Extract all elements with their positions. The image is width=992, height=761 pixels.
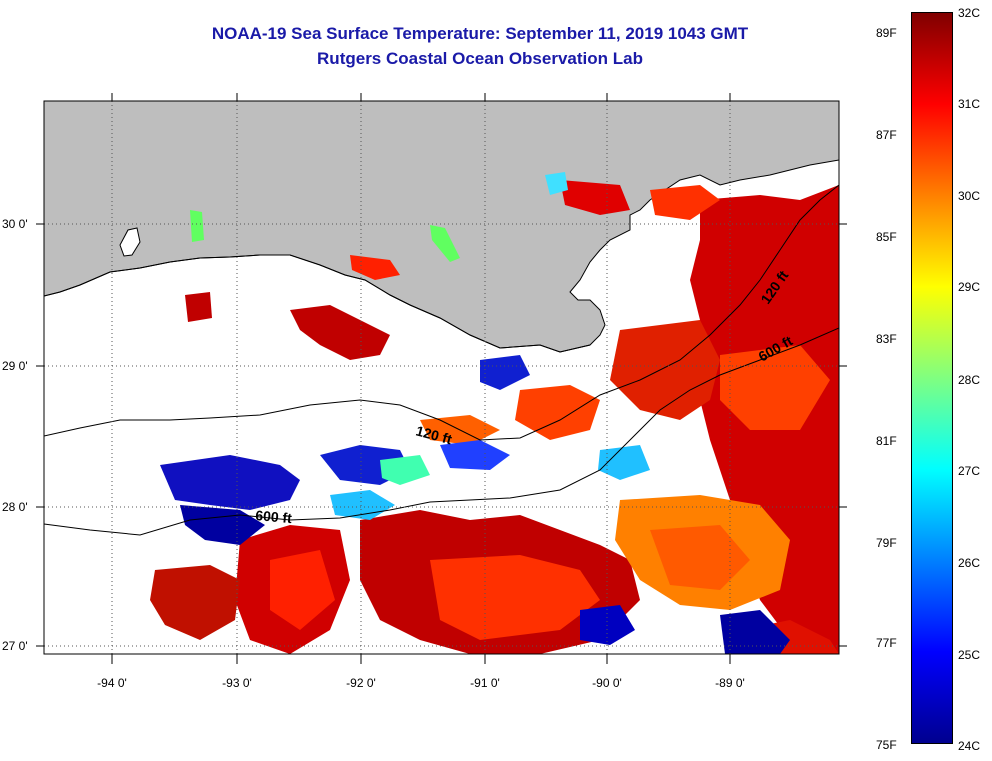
lon-label-92: -92 0' [346,676,376,690]
colorbar-f-85: 85F [876,230,897,244]
colorbar-c-31: 31C [958,97,981,111]
lon-label-91: -91 0' [470,676,500,690]
lon-label-90: -90 0' [592,676,622,690]
lat-label-29: 29 0' [2,359,28,373]
contour-label-600ft-west: 600 ft [255,507,293,526]
colorbar-f-87: 87F [876,128,897,142]
graticule [44,101,839,654]
lat-label-28: 28 0' [2,500,28,514]
colorbar-c-25: 25C [958,648,981,662]
colorbar-c-30: 30C [958,189,981,203]
colorbar-c-29: 29C [958,280,981,294]
lon-label-93: -93 0' [222,676,252,690]
colorbar-c-24: 24C [958,739,981,753]
lat-label-27: 27 0' [2,639,28,653]
lat-label-30: 30 0' [2,217,28,231]
coastline [44,254,591,353]
temperature-colorbar [911,12,953,744]
sst-warm-regions [150,180,839,654]
colorbar-f-77: 77F [876,636,897,650]
colorbar-f-89: 89F [876,26,897,40]
lon-label-89: -89 0' [715,676,745,690]
colorbar-f-75: 75F [876,738,897,752]
contour-120ft [44,184,839,441]
colorbar-c-26: 26C [958,556,981,570]
colorbar-f-79: 79F [876,536,897,550]
colorbar-f-81: 81F [876,434,897,448]
contour-600ft [44,327,839,536]
map-border [43,100,840,655]
colorbar-c-27: 27C [958,464,981,478]
colorbar-c-28: 28C [958,373,981,387]
lon-label-94: -94 0' [97,676,127,690]
colorbar-f-83: 83F [876,332,897,346]
map-title: NOAA-19 Sea Surface Temperature: Septemb… [211,24,749,43]
sst-cool-regions [160,172,790,654]
map-subtitle: Rutgers Coastal Ocean Observation Lab [317,49,643,68]
colorbar-c-32: 32C [958,6,981,20]
frame-ticks [36,93,847,664]
lake [119,227,141,257]
